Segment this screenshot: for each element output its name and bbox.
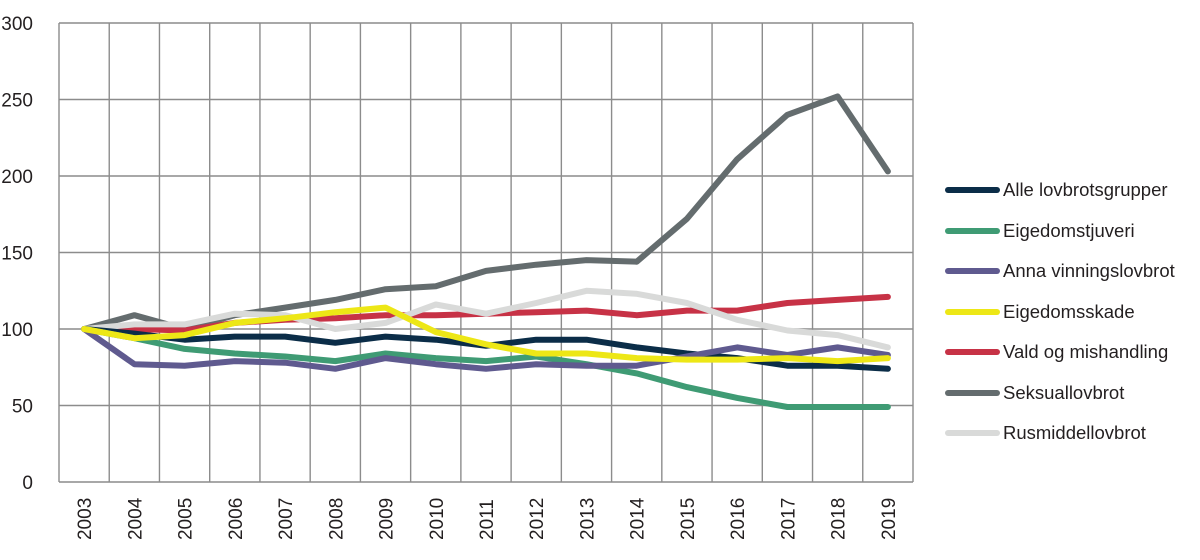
gridlines	[58, 22, 914, 483]
x-tick-label: 2012	[527, 498, 548, 540]
legend-swatch	[945, 349, 1000, 356]
legend-item: Rusmiddellovbrot	[945, 413, 1175, 454]
x-axis: 2003 2004 2005 2006 2007 2008 2009 2010 2011 2012…	[75, 497, 900, 540]
legend-label: Eigedomstjuveri	[1003, 219, 1135, 241]
series-line-eigedomstjuveri	[81, 326, 891, 410]
legend-item: Eigedomstjuveri	[945, 211, 1175, 252]
legend: Alle lovbrotsgrupper Eigedomstjuveri Anna …	[945, 170, 1175, 454]
x-tick-label: 2005	[176, 498, 197, 540]
y-tick-label: 50	[12, 397, 33, 418]
x-tick-label: 2016	[728, 498, 749, 540]
y-tick-label: 100	[1, 320, 33, 341]
legend-label: Alle lovbrotsgrupper	[1003, 179, 1168, 201]
x-tick-label: 2008	[326, 498, 347, 540]
legend-item: Alle lovbrotsgrupper	[945, 170, 1175, 211]
x-tick-label: 2011	[477, 499, 498, 540]
x-tick-label: 2018	[829, 498, 850, 540]
x-tick-label: 2009	[377, 498, 398, 540]
legend-swatch	[945, 308, 1000, 315]
series-lines	[81, 93, 891, 410]
series-line-eigedomsskade	[81, 304, 891, 365]
x-tick-label: 2004	[125, 497, 146, 540]
legend-swatch	[945, 430, 1000, 437]
x-tick-label: 2010	[427, 498, 448, 540]
series-line-seksuallovbrot	[81, 93, 891, 332]
x-tick-label: 2017	[778, 498, 799, 540]
legend-label: Vald og mishandling	[1003, 341, 1169, 363]
x-tick-label: 2013	[577, 498, 598, 540]
legend-label: Rusmiddellovbrot	[1003, 422, 1146, 444]
x-tick-label: 2006	[226, 498, 247, 540]
y-tick-label: 150	[1, 244, 33, 265]
series-line-anna-vinningslovbrot	[81, 326, 891, 372]
x-tick-label: 2015	[678, 498, 699, 540]
legend-swatch	[945, 268, 1000, 275]
y-tick-label: 200	[1, 167, 33, 188]
y-axis: 0 50 100 150 200 250 300	[1, 14, 33, 494]
legend-item: Seksuallovbrot	[945, 373, 1175, 414]
y-tick-label: 300	[1, 14, 33, 35]
legend-swatch	[945, 227, 1000, 234]
y-tick-label: 0	[22, 473, 33, 494]
x-tick-label: 2014	[628, 497, 649, 540]
y-tick-label: 250	[1, 91, 33, 112]
legend-item: Eigedomsskade	[945, 292, 1175, 333]
x-tick-label: 2007	[276, 498, 297, 540]
x-tick-label: 2019	[879, 498, 900, 540]
legend-label: Seksuallovbrot	[1003, 381, 1125, 403]
legend-label: Eigedomsskade	[1003, 300, 1135, 322]
legend-item: Anna vinningslovbrot	[945, 251, 1175, 292]
x-tick-label: 2003	[75, 498, 96, 540]
legend-item: Vald og mishandling	[945, 332, 1175, 373]
legend-swatch	[945, 389, 1000, 396]
series-line-rusmiddellovbrot	[81, 287, 891, 351]
legend-swatch	[945, 187, 1000, 194]
legend-label: Anna vinningslovbrot	[1003, 260, 1175, 282]
